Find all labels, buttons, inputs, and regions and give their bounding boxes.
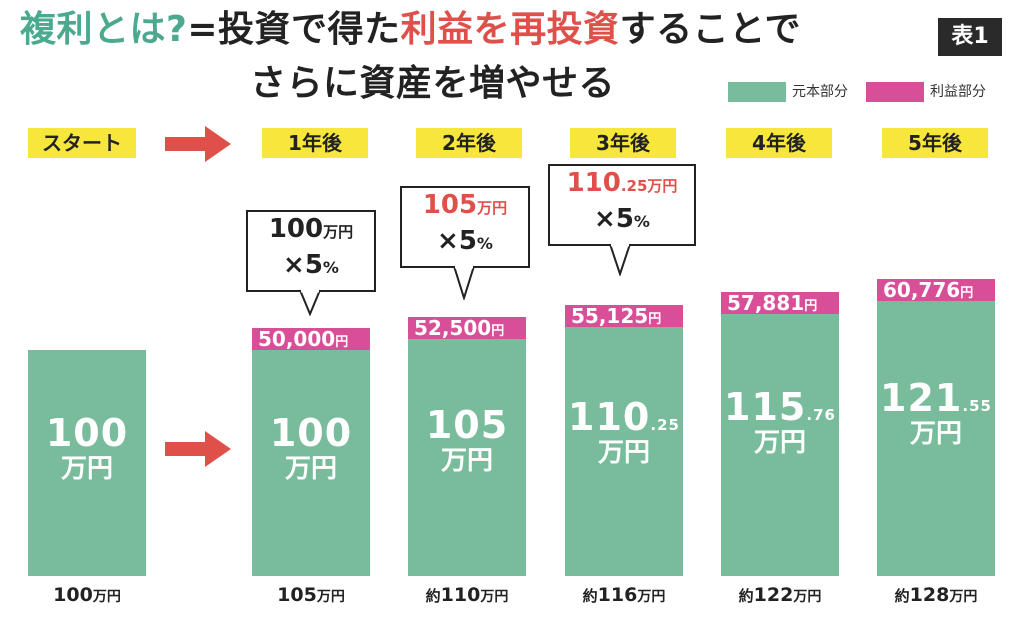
bar-value-label-2: 105 万円 (425, 403, 509, 477)
callout-pointer (452, 266, 476, 300)
bar-value-label-4: 115.76 万円 (724, 385, 836, 459)
legend-label-principal: 元本部分 (792, 84, 848, 100)
bar-profit-1: 50,000円 (252, 328, 370, 350)
step-label-year2: 2年後 (416, 128, 522, 158)
table-number-badge: 表1 (938, 18, 1002, 56)
bar-principal-0 (28, 350, 146, 576)
step-label-year5: 5年後 (882, 128, 988, 158)
total-label-4: 約122万円 (738, 584, 822, 606)
bar-value-label-3: 110.25 万円 (568, 394, 680, 468)
total-label-1: 105万円 (277, 584, 345, 606)
legend-swatch-principal (728, 82, 786, 102)
step-label-year4: 4年後 (726, 128, 832, 158)
arrow-right-icon (165, 431, 231, 467)
step-label-start: スタート (28, 128, 136, 158)
bar-principal-2 (408, 339, 526, 576)
total-label-5: 約128万円 (894, 584, 978, 606)
bar-value-label-5: 121.55 万円 (880, 376, 992, 449)
callout-year3: 110.25万円 ×5% (548, 164, 696, 246)
bar-value-label-1: 100 万円 (269, 411, 353, 485)
arrow-right-icon (165, 126, 231, 162)
total-label-2: 約110万円 (425, 584, 509, 606)
callout-pointer (298, 290, 322, 316)
total-label-3: 約116万円 (582, 584, 666, 606)
chart-title-line1: 複利とは?=投資で得た利益を再投資することで (20, 9, 801, 50)
callout-year1: 100万円 ×5% (246, 210, 376, 292)
bar-profit-4: 57,881円 (721, 292, 839, 314)
bar-profit-2: 52,500円 (408, 317, 526, 339)
bar-principal-3 (565, 327, 683, 576)
bar-value-label-0: 100 万円 (45, 411, 129, 485)
chart-title-line2: さらに資産を増やせる (250, 63, 616, 104)
step-label-year1: 1年後 (262, 128, 368, 158)
bar-principal-1 (252, 350, 370, 576)
bar-principal-4 (721, 314, 839, 576)
legend-label-profit: 利益部分 (930, 84, 986, 100)
bar-profit-3: 55,125円 (565, 305, 683, 327)
callout-year2: 105万円 ×5% (400, 186, 530, 268)
bar-profit-5: 60,776円 (877, 279, 995, 301)
callout-pointer (608, 244, 632, 276)
bar-principal-5 (877, 301, 995, 576)
total-label-0: 100万円 (53, 584, 121, 606)
step-label-year3: 3年後 (570, 128, 676, 158)
legend-swatch-profit (866, 82, 924, 102)
